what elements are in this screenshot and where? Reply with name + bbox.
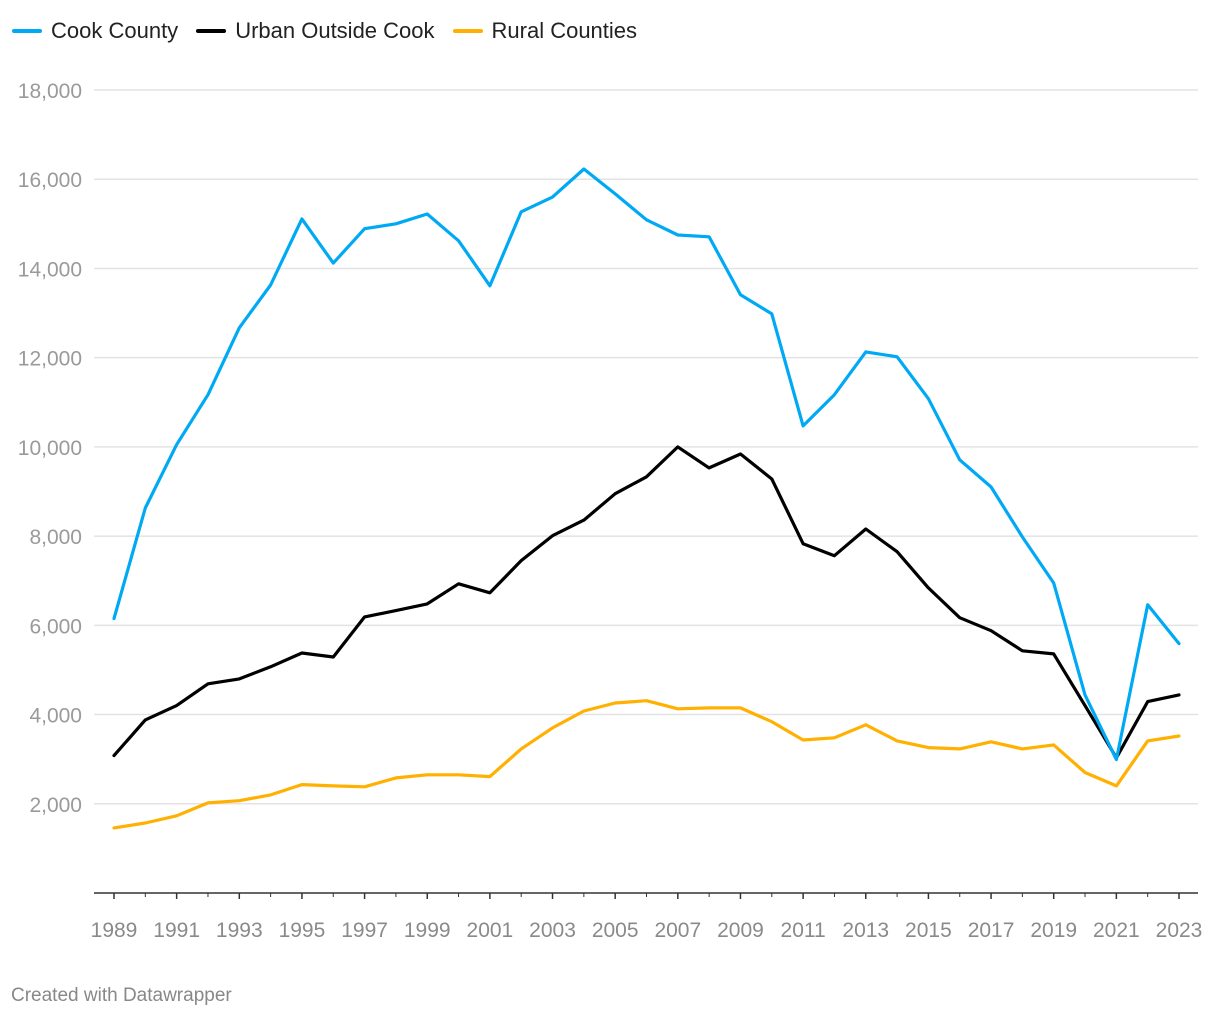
y-tick-label: 12,000 <box>18 348 82 371</box>
legend-label: Cook County <box>51 18 179 43</box>
x-tick-label: 2011 <box>781 919 826 942</box>
x-tick-label: 2001 <box>467 919 514 942</box>
legend-swatch <box>452 29 483 33</box>
x-tick-label: 1999 <box>404 919 451 942</box>
legend-swatch <box>196 29 227 33</box>
y-tick-label: 14,000 <box>18 258 82 281</box>
x-tick-label: 1991 <box>153 919 200 942</box>
x-tick-label: 1995 <box>279 919 326 942</box>
x-tick-label: 1997 <box>341 919 388 942</box>
legend-item-cook-county: Cook County <box>12 18 178 44</box>
x-tick-label: 2007 <box>654 919 701 942</box>
x-tick-label: 1989 <box>91 919 138 942</box>
x-tick-label: 2023 <box>1156 919 1203 942</box>
legend-item-urban-outside-cook: Urban Outside Cook <box>196 18 435 44</box>
series-line-rural-counties <box>112 699 1181 830</box>
x-tick-label: 2003 <box>529 919 576 942</box>
legend-swatch <box>12 29 42 33</box>
x-tick-label: 2017 <box>968 919 1015 942</box>
y-tick-label: 4,000 <box>29 705 82 728</box>
y-tick-label: 6,000 <box>29 615 82 638</box>
legend-item-rural-counties: Rural Counties <box>452 18 638 44</box>
x-tick-label: 2005 <box>592 919 639 942</box>
footer-credit: Created with Datawrapper <box>11 985 232 1006</box>
series-line-cook-county <box>112 167 1181 762</box>
y-tick-label: 2,000 <box>29 794 82 817</box>
x-tick-label: 2021 <box>1093 919 1140 942</box>
legend-label: Rural Counties <box>491 18 638 43</box>
legend-label: Urban Outside Cook <box>235 18 435 43</box>
x-tick-label: 2009 <box>717 919 764 942</box>
x-tick-label: 2013 <box>842 919 889 942</box>
x-tick-label: 2019 <box>1030 919 1077 942</box>
y-tick-label: 8,000 <box>29 526 82 549</box>
y-tick-label: 18,000 <box>18 80 82 103</box>
y-tick-label: 10,000 <box>18 437 82 460</box>
series-line-urban-outside-cook <box>112 445 1181 760</box>
x-tick-label: 2015 <box>905 919 952 942</box>
x-tick-label: 1993 <box>216 919 263 942</box>
chart-legend: Cook County Urban Outside Cook Rural Cou… <box>12 18 637 44</box>
y-tick-label: 16,000 <box>18 169 82 192</box>
